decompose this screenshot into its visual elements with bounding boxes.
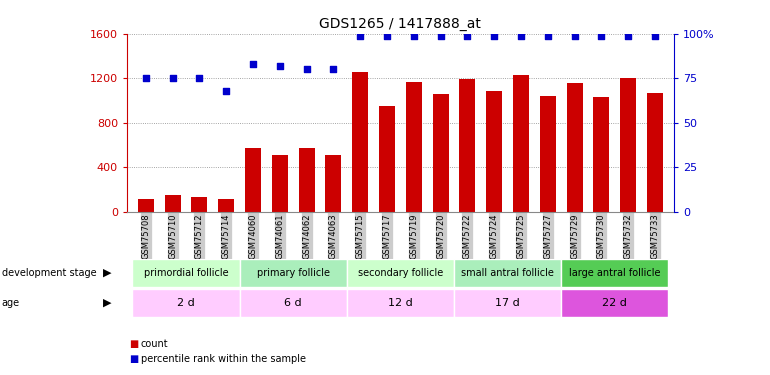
Bar [406, 82, 422, 212]
Point [193, 75, 206, 81]
Bar [460, 79, 475, 212]
Text: age: age [2, 298, 20, 308]
Point [273, 63, 286, 69]
Bar [561, 289, 668, 317]
Bar [138, 198, 154, 212]
Bar [454, 289, 561, 317]
Bar [379, 105, 395, 212]
Bar [513, 75, 529, 212]
Bar [218, 199, 234, 212]
Point [461, 33, 474, 39]
Text: percentile rank within the sample: percentile rank within the sample [141, 354, 306, 364]
Point [381, 33, 393, 39]
Bar [594, 97, 609, 212]
Bar [561, 259, 668, 287]
Text: development stage: development stage [2, 268, 96, 278]
Bar [433, 94, 449, 212]
Point [247, 61, 259, 67]
Text: primary follicle: primary follicle [256, 268, 330, 278]
Point [300, 66, 313, 72]
Bar [132, 289, 239, 317]
Text: 22 d: 22 d [602, 298, 628, 308]
Text: 2 d: 2 d [177, 298, 195, 308]
Text: 6 d: 6 d [284, 298, 302, 308]
Title: GDS1265 / 1417888_at: GDS1265 / 1417888_at [320, 17, 481, 32]
Bar [192, 197, 207, 212]
Bar [132, 259, 239, 287]
Text: large antral follicle: large antral follicle [569, 268, 661, 278]
Point [622, 33, 634, 39]
Bar [165, 195, 181, 212]
Text: 12 d: 12 d [388, 298, 413, 308]
Point [354, 33, 367, 39]
Bar [567, 83, 583, 212]
Text: 17 d: 17 d [495, 298, 520, 308]
Point [327, 66, 340, 72]
Point [434, 33, 447, 39]
Bar [540, 96, 556, 212]
Text: ■: ■ [129, 339, 139, 349]
Bar [486, 91, 502, 212]
Text: ▶: ▶ [103, 268, 112, 278]
Text: ■: ■ [129, 354, 139, 364]
Text: small antral follicle: small antral follicle [461, 268, 554, 278]
Point [649, 33, 661, 39]
Bar [454, 259, 561, 287]
Text: count: count [141, 339, 169, 349]
Bar [620, 78, 636, 212]
Bar [352, 72, 368, 212]
Point [488, 33, 500, 39]
Bar [239, 289, 346, 317]
Point [166, 75, 179, 81]
Point [568, 33, 581, 39]
Text: ▶: ▶ [103, 298, 112, 308]
Bar [239, 259, 346, 287]
Text: secondary follicle: secondary follicle [358, 268, 443, 278]
Point [220, 88, 233, 94]
Bar [299, 148, 315, 212]
Point [595, 33, 608, 39]
Bar [326, 155, 341, 212]
Bar [272, 155, 288, 212]
Bar [346, 289, 454, 317]
Point [139, 75, 152, 81]
Point [407, 33, 420, 39]
Point [515, 33, 527, 39]
Bar [245, 148, 261, 212]
Point [541, 33, 554, 39]
Bar [346, 259, 454, 287]
Text: primordial follicle: primordial follicle [144, 268, 229, 278]
Bar [647, 93, 663, 212]
